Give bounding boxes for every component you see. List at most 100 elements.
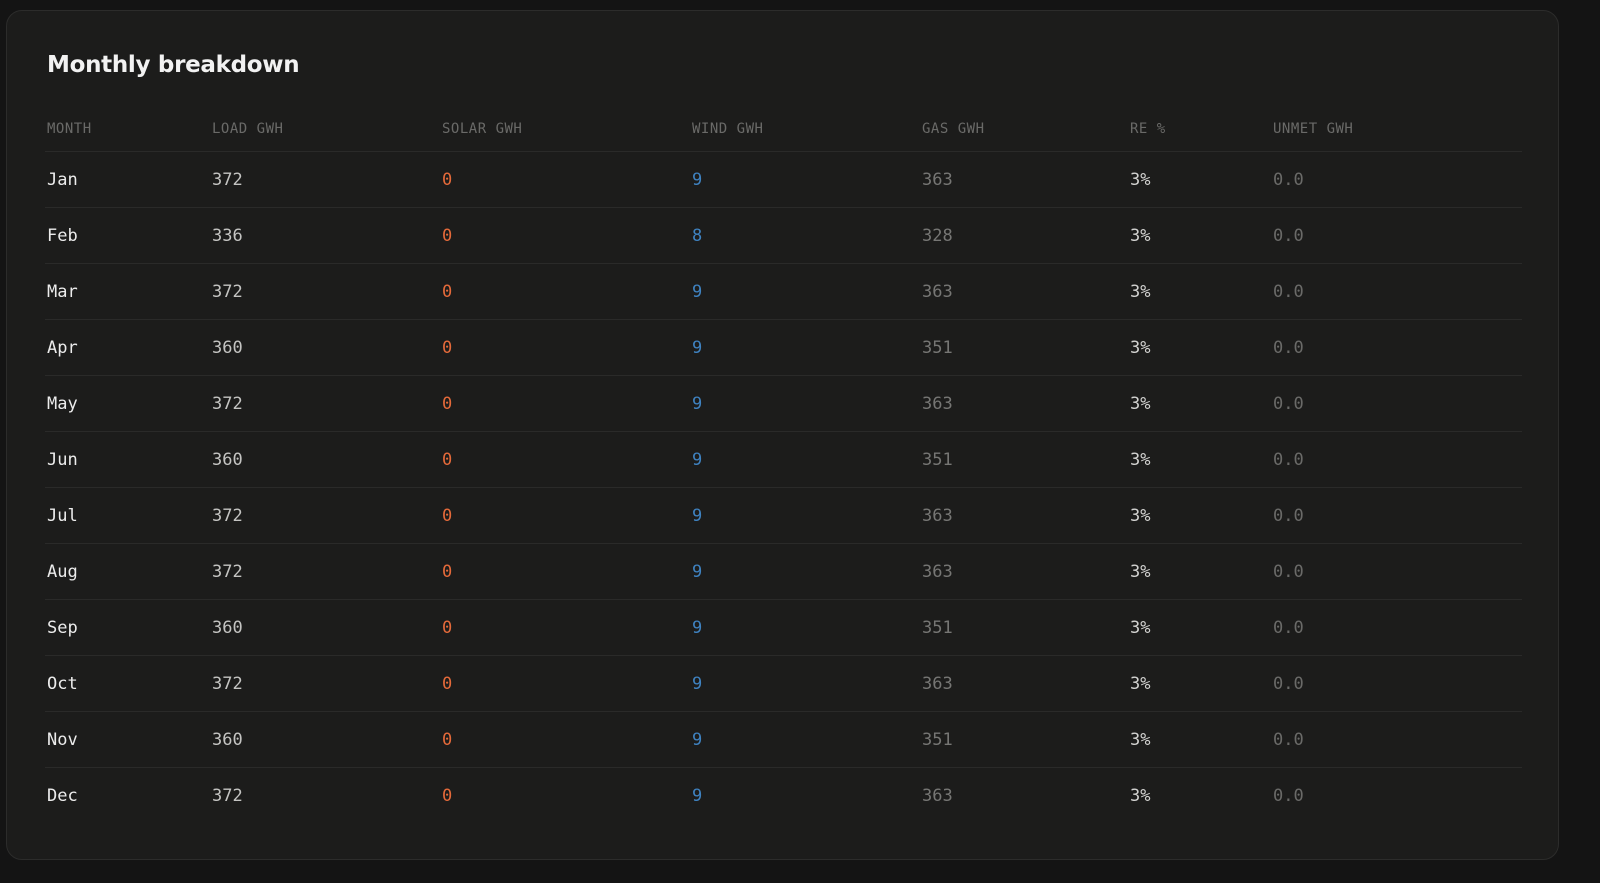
table-cell: 9 — [690, 543, 920, 600]
table-body: Jan 372 0 9 363 3% 0.0 Feb 336 0 8 328 3% 0.0 Mar 372 0 9… — [45, 151, 1522, 824]
table-cell: 0 — [440, 263, 690, 320]
table-cell: Dec — [47, 785, 78, 806]
table-cell: 372 — [210, 151, 440, 208]
card-title: Monthly breakdown — [47, 52, 300, 78]
table-cell: 363 — [920, 487, 1128, 544]
table-row: Dec 372 0 9 363 3% 0.0 — [45, 768, 1522, 824]
table-cell: 3% — [1128, 655, 1271, 712]
table-cell: 0 — [440, 151, 690, 208]
table-cell: Nov — [45, 711, 210, 768]
table-cell: 351 — [920, 431, 1128, 488]
table-cell: 372 — [210, 543, 440, 600]
table-row: Jul 372 0 9 363 3% 0.0 — [45, 487, 1522, 544]
table-cell: 360 — [210, 711, 440, 768]
column-header: GAS GWH — [920, 106, 1128, 152]
table-cell: 3% — [1128, 599, 1271, 656]
table-row: May 372 0 9 363 3% 0.0 — [45, 375, 1522, 432]
table-cell: 351 — [920, 319, 1128, 376]
table-cell: 0 — [440, 375, 690, 432]
table-cell: 0.0 — [1271, 711, 1522, 768]
table-head: MONTH LOAD GWH SOLAR GWH WIND GWH GAS GWH RE … — [45, 106, 1522, 152]
table-cell: 0.0 — [1271, 543, 1522, 600]
table-cell: 0.0 — [1271, 319, 1522, 376]
breakdown-table: MONTH LOAD GWH SOLAR GWH WIND GWH GAS GWH RE … — [45, 106, 1522, 823]
column-header: RE % — [1128, 106, 1271, 152]
table-cell: 363 — [920, 263, 1128, 320]
table-cell: 9 — [690, 319, 920, 376]
table-cell: 372 — [210, 375, 440, 432]
table-cell: 9 — [690, 431, 920, 488]
table-cell: 9 — [690, 487, 920, 544]
table-cell: 372 — [210, 487, 440, 544]
table-cell: 0 — [440, 655, 690, 712]
table-cell: 363 — [920, 655, 1128, 712]
table-row: Jun 360 0 9 351 3% 0.0 — [45, 431, 1522, 488]
table-cell: 0.0 — [1271, 599, 1522, 656]
table-cell: 9 — [690, 375, 920, 432]
table-cell: Mar — [45, 263, 210, 320]
table-cell: 9 — [690, 151, 920, 208]
column-header: WIND GWH — [690, 106, 920, 152]
card: Monthly breakdown MONTH LOAD GWH SOLAR GWH… — [6, 10, 1559, 860]
header-row: MONTH LOAD GWH SOLAR GWH WIND GWH GAS GWH RE … — [45, 106, 1522, 152]
table-cell: Aug — [45, 543, 210, 600]
table-row: Mar 372 0 9 363 3% 0.0 — [45, 263, 1522, 320]
table-cell: 372 — [210, 655, 440, 712]
table-cell: 0.0 — [1273, 785, 1304, 806]
column-header: LOAD GWH — [210, 106, 440, 152]
table-cell: May — [45, 375, 210, 432]
table-cell: 0 — [440, 543, 690, 600]
table-cell: 9 — [690, 655, 920, 712]
table-cell: 3% — [1128, 543, 1271, 600]
table-cell: 9 — [690, 599, 920, 656]
table-cell: Apr — [45, 319, 210, 376]
table-cell: Oct — [45, 655, 210, 712]
table-cell: 9 — [690, 263, 920, 320]
table-row: Sep 360 0 9 351 3% 0.0 — [45, 599, 1522, 656]
table-row: Apr 360 0 9 351 3% 0.0 — [45, 319, 1522, 376]
table-cell: 0.0 — [1271, 431, 1522, 488]
column-header: UNMET GWH — [1271, 106, 1522, 152]
table-cell: 3% — [1128, 375, 1271, 432]
table-cell: 3% — [1128, 207, 1271, 264]
column-header: SOLAR GWH — [440, 106, 690, 152]
table-cell: 0.0 — [1271, 151, 1522, 208]
table-cell: 363 — [920, 375, 1128, 432]
table-cell: 363 — [920, 543, 1128, 600]
table-cell: Sep — [45, 599, 210, 656]
table-cell: 0 — [440, 431, 690, 488]
table-cell: 0 — [440, 487, 690, 544]
table-row: Feb 336 0 8 328 3% 0.0 — [45, 207, 1522, 264]
table-cell: 360 — [210, 319, 440, 376]
table-cell: 363 — [922, 785, 953, 806]
table-cell: 360 — [210, 599, 440, 656]
table-row: Jan 372 0 9 363 3% 0.0 — [45, 151, 1522, 208]
table-cell: Jan — [45, 151, 210, 208]
table-cell: 0.0 — [1271, 375, 1522, 432]
table-cell: 3% — [1128, 263, 1271, 320]
table-cell: 3% — [1128, 319, 1271, 376]
table-cell: 0.0 — [1271, 263, 1522, 320]
table-cell: 0.0 — [1271, 207, 1522, 264]
table-row: Aug 372 0 9 363 3% 0.0 — [45, 543, 1522, 600]
table-cell: 3% — [1128, 711, 1271, 768]
table-cell: Jun — [45, 431, 210, 488]
table-cell: 3% — [1128, 487, 1271, 544]
table-cell: 351 — [920, 711, 1128, 768]
table-cell: Jul — [45, 487, 210, 544]
table-cell: 3% — [1128, 151, 1271, 208]
table-cell: 328 — [920, 207, 1128, 264]
table-cell: 360 — [210, 431, 440, 488]
table-cell: 3% — [1130, 785, 1151, 806]
table-cell: 372 — [212, 785, 243, 806]
table-cell: 0 — [440, 319, 690, 376]
table-cell: 9 — [692, 785, 703, 806]
table-cell: 3% — [1128, 431, 1271, 488]
table-cell: 0 — [442, 785, 453, 806]
table-cell: 9 — [690, 711, 920, 768]
table-row: Nov 360 0 9 351 3% 0.0 — [45, 711, 1522, 768]
column-header: MONTH — [45, 106, 210, 152]
table-cell: 0.0 — [1271, 487, 1522, 544]
table-cell: 363 — [920, 151, 1128, 208]
table-cell: 336 — [210, 207, 440, 264]
